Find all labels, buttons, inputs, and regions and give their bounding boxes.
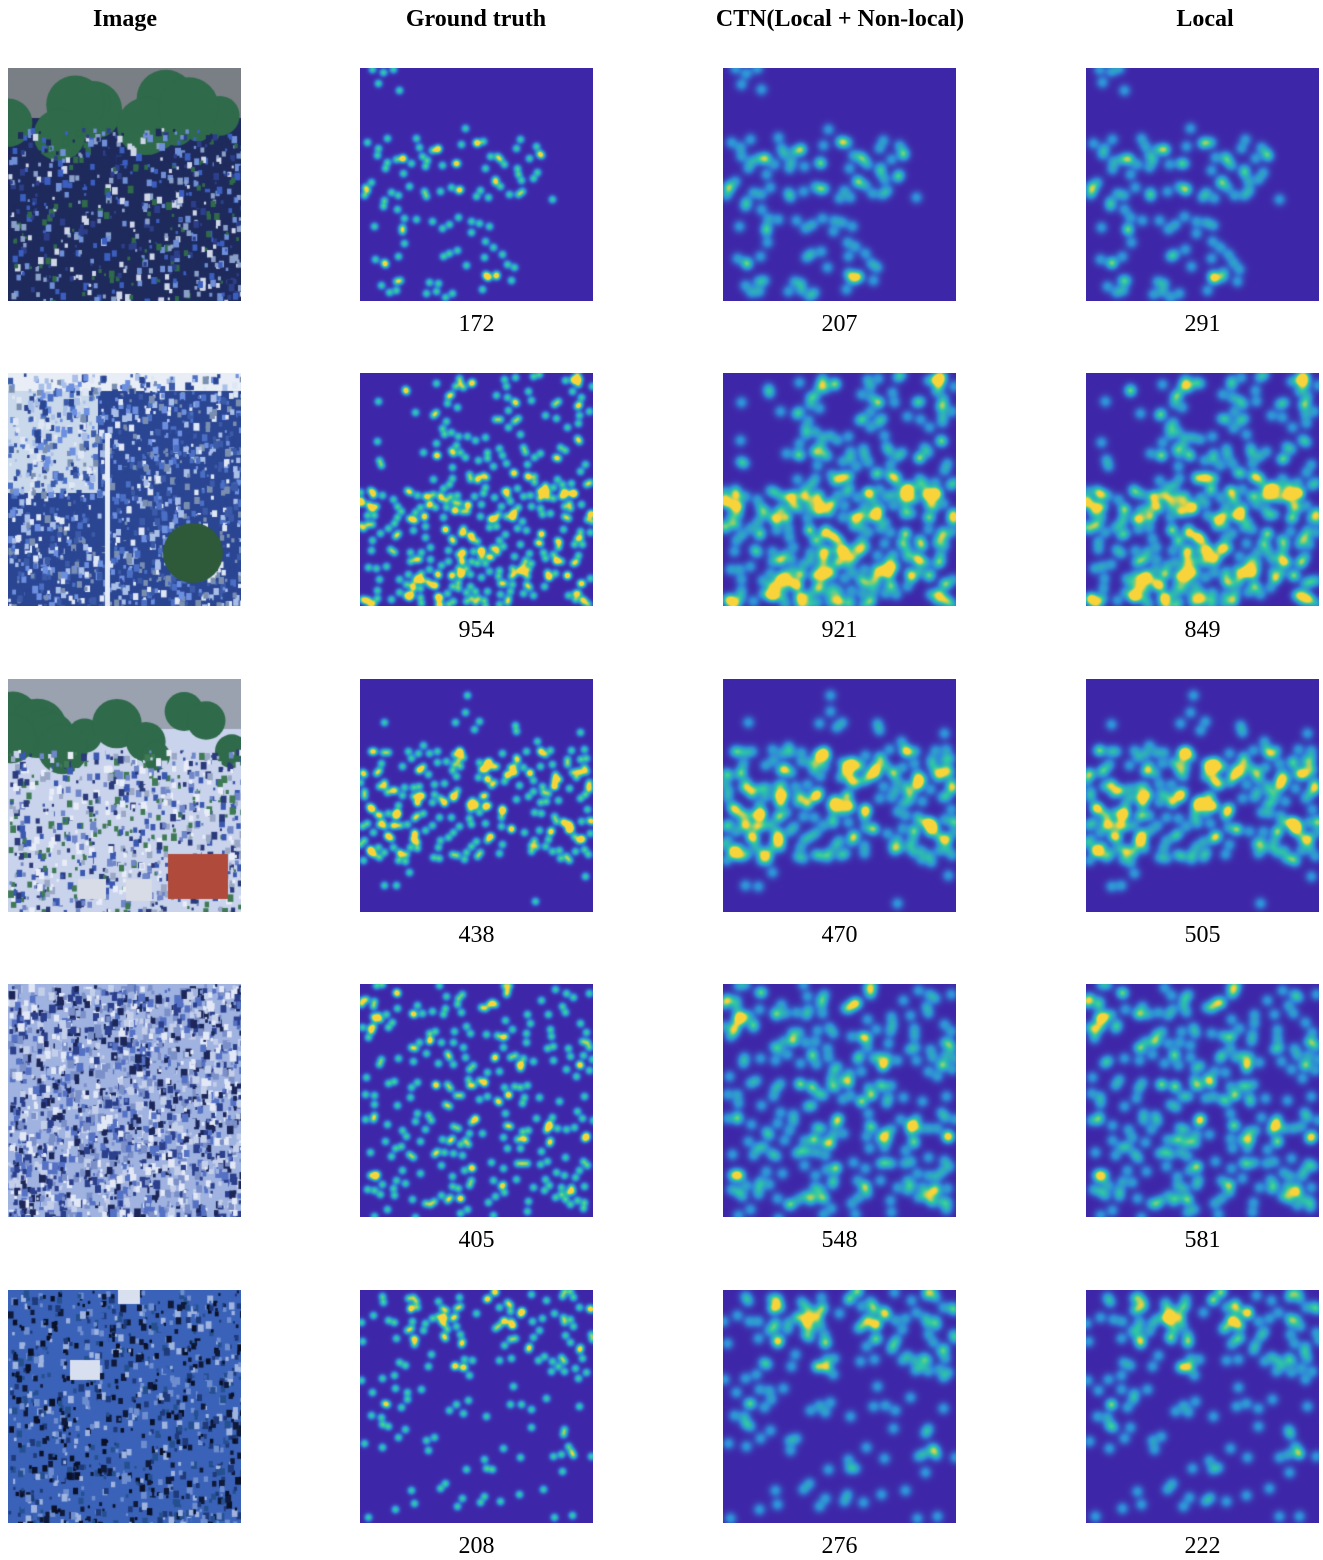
local-count: 505 <box>1184 922 1221 948</box>
ground-truth-density-map <box>360 68 593 301</box>
local-count: 222 <box>1184 1533 1221 1559</box>
ground-truth-count: 208 <box>458 1533 495 1559</box>
ground-truth-count: 438 <box>458 922 495 948</box>
ctn-count: 921 <box>821 617 858 643</box>
ground-truth-density-map <box>360 1290 593 1523</box>
crowd-photo <box>8 984 241 1217</box>
local-density-map <box>1086 984 1319 1217</box>
ctn-count: 548 <box>821 1227 858 1253</box>
ctn-density-map <box>723 68 956 301</box>
ground-truth-density-map <box>360 679 593 912</box>
ctn-count: 207 <box>821 311 858 337</box>
ctn-density-map <box>723 679 956 912</box>
local-count: 581 <box>1184 1227 1221 1253</box>
local-density-map <box>1086 679 1319 912</box>
ctn-density-map <box>723 984 956 1217</box>
header-ground-truth: Ground truth <box>405 6 547 32</box>
crowd-photo <box>8 373 241 606</box>
header-ctn: CTN(Local + Non-local) <box>715 6 965 32</box>
crowd-photo <box>8 679 241 912</box>
local-count: 291 <box>1184 311 1221 337</box>
ground-truth-count: 954 <box>458 617 495 643</box>
crowd-photo <box>8 68 241 301</box>
local-density-map <box>1086 1290 1319 1523</box>
ground-truth-density-map <box>360 984 593 1217</box>
ctn-count: 276 <box>821 1533 858 1559</box>
ground-truth-count: 405 <box>458 1227 495 1253</box>
header-image: Image <box>93 6 157 32</box>
ctn-count: 470 <box>821 922 858 948</box>
local-density-map <box>1086 68 1319 301</box>
ctn-density-map <box>723 1290 956 1523</box>
local-count: 849 <box>1184 617 1221 643</box>
ctn-density-map <box>723 373 956 606</box>
header-local: Local <box>1176 6 1234 32</box>
ground-truth-density-map <box>360 373 593 606</box>
local-density-map <box>1086 373 1319 606</box>
crowd-photo <box>8 1290 241 1523</box>
ground-truth-count: 172 <box>458 311 495 337</box>
